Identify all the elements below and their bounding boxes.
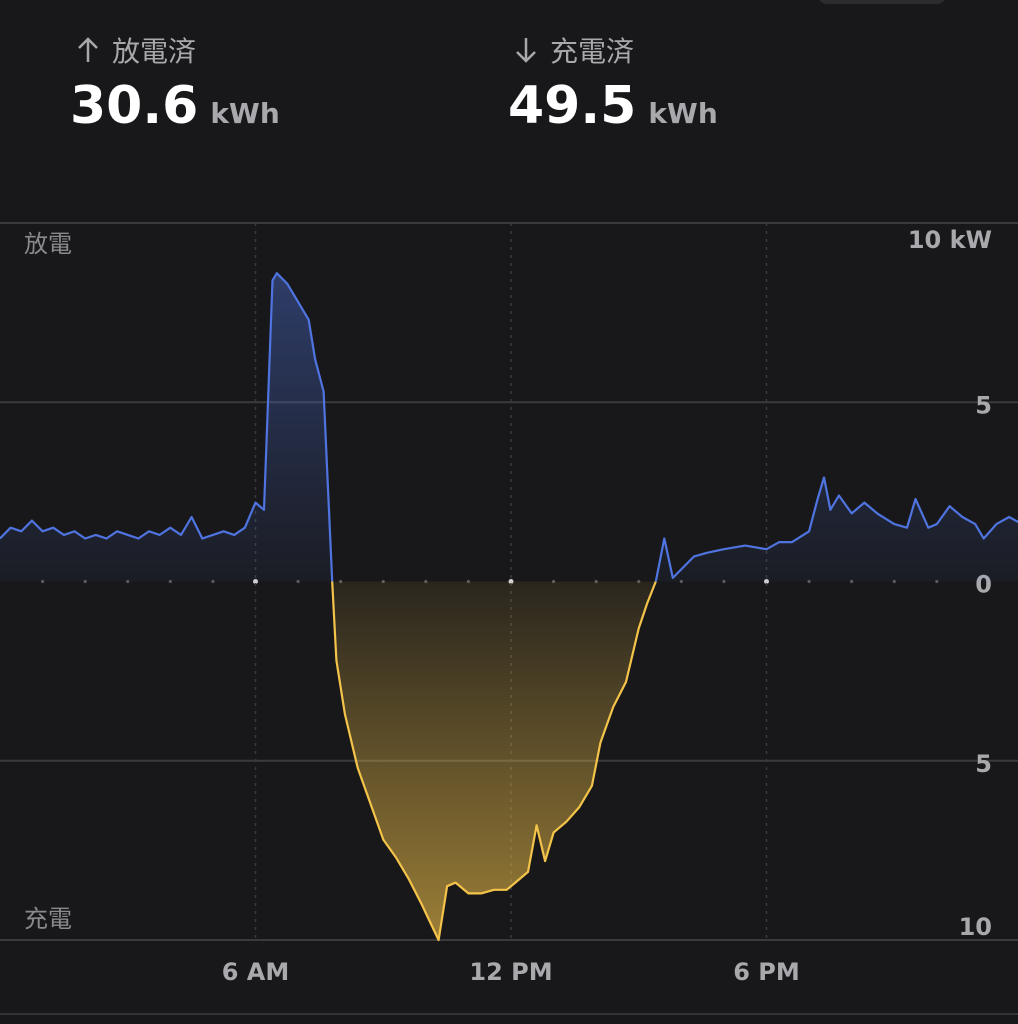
y-tick-label: 10 kW	[908, 226, 992, 254]
discharge-area	[655, 477, 1018, 582]
y-axis-top-label: 放電	[24, 230, 72, 258]
toggle-pill[interactable]	[818, 0, 946, 4]
charged-unit: kWh	[648, 97, 718, 130]
y-tick-label: 5	[975, 750, 992, 778]
charged-label-row: 充電済	[514, 30, 634, 70]
header: 放電済 30.6 kWh 充電済 49.5 kWh	[0, 0, 1018, 190]
charged-label: 充電済	[550, 35, 635, 68]
discharged-unit: kWh	[210, 97, 280, 130]
x-tick-label: 6 PM	[733, 958, 800, 986]
discharge-line	[0, 272, 334, 582]
y-axis-bottom-label: 充電	[24, 905, 72, 933]
x-tick-label: 6 AM	[222, 958, 290, 986]
discharged-value-row: 30.6 kWh	[70, 76, 280, 136]
y-tick-label: 5	[975, 391, 992, 419]
discharge-area	[0, 273, 333, 582]
discharged-label: 放電済	[112, 35, 197, 68]
charged-value: 49.5	[508, 76, 637, 136]
discharge-line	[654, 476, 1018, 582]
charged-value-row: 49.5 kWh	[508, 76, 718, 136]
charge-line	[331, 581, 657, 942]
arrow-up-icon	[78, 37, 98, 62]
x-tick-label: 12 PM	[469, 958, 552, 986]
arrow-down-icon	[516, 38, 536, 63]
charge-area	[332, 581, 656, 940]
discharged-value: 30.6	[70, 76, 199, 136]
y-tick-label: 10	[959, 913, 992, 941]
discharged-label-row: 放電済	[76, 30, 196, 70]
